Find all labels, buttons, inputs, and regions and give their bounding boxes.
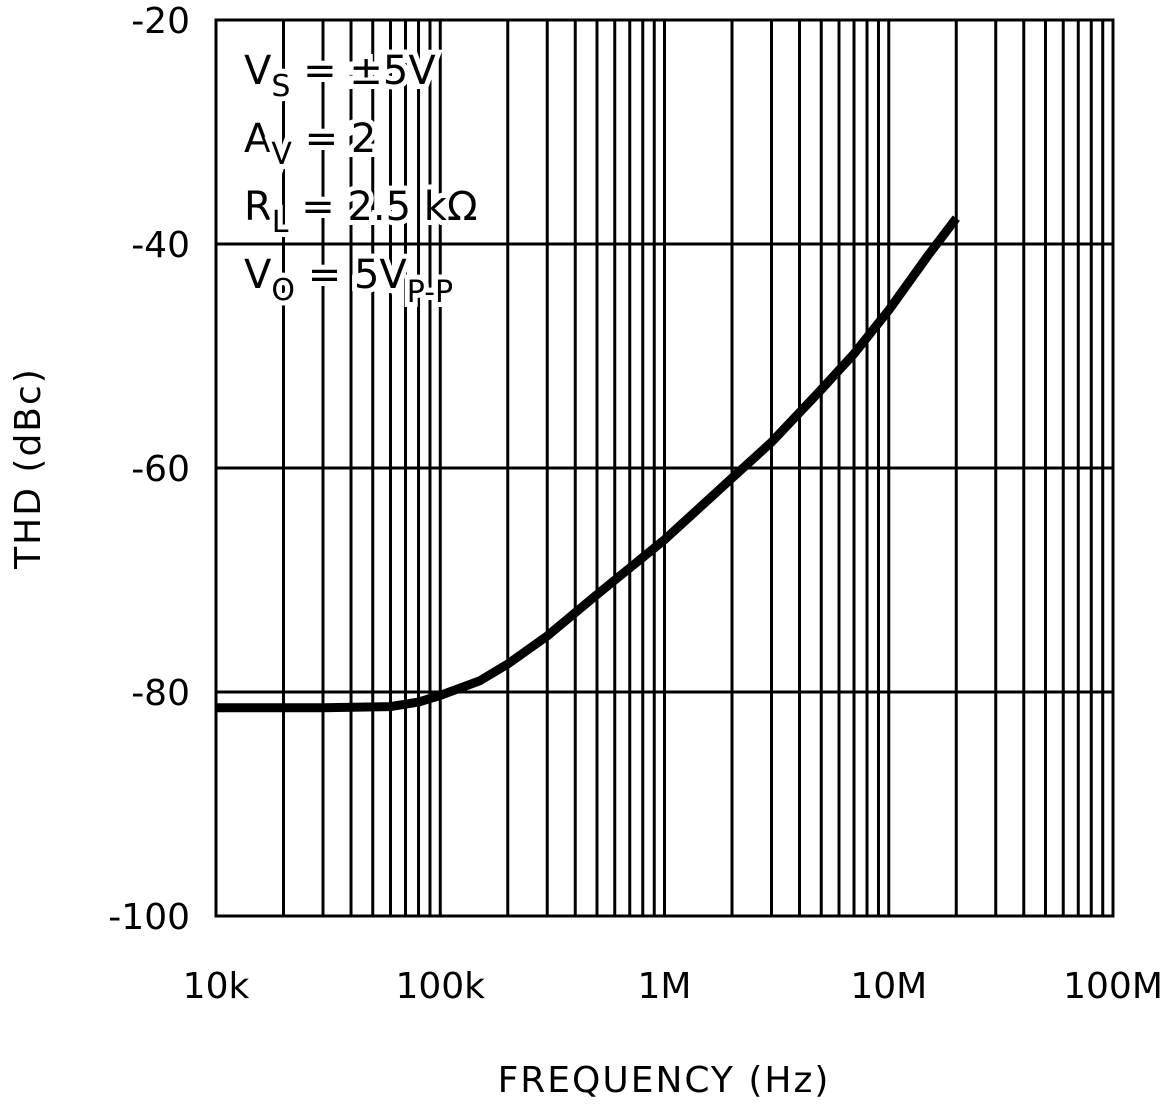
annotation-line: VS = ±5V bbox=[244, 48, 436, 104]
annotation-subscript: L bbox=[272, 205, 289, 240]
annotation-value: = 2.5 kΩ bbox=[289, 184, 478, 230]
annotation-value: = 5V bbox=[295, 252, 407, 298]
grid bbox=[214, 18, 1113, 918]
annotation-value: = 2 bbox=[292, 116, 376, 162]
y-tick-label: -100 bbox=[108, 897, 190, 938]
x-tick-label: 1M bbox=[638, 966, 692, 1007]
annotation-value-subscript: P-P bbox=[407, 275, 453, 310]
y-tick-label: -80 bbox=[131, 673, 190, 714]
x-tick-label: 10M bbox=[850, 966, 927, 1007]
x-tick-labels: 10k 100k 1M 10M 100M bbox=[183, 966, 1163, 1007]
x-tick-label: 100k bbox=[395, 966, 485, 1007]
annotation-symbol: V bbox=[244, 252, 272, 298]
annotation-symbol: A bbox=[244, 116, 272, 162]
x-tick-label: 100M bbox=[1063, 966, 1163, 1007]
annotation-subscript: O bbox=[271, 273, 295, 308]
y-tick-label: -20 bbox=[131, 1, 190, 42]
thd-curve bbox=[216, 215, 960, 713]
y-tick-label: -40 bbox=[131, 225, 190, 266]
annotation-value: = ±5V bbox=[290, 48, 436, 94]
annotation-subscript: V bbox=[271, 137, 292, 172]
plot-frame bbox=[214, 18, 1115, 918]
annotation-symbol: R bbox=[244, 184, 272, 230]
annotation-subscript: S bbox=[271, 69, 290, 104]
x-tick-label: 10k bbox=[183, 966, 250, 1007]
annotation-line: RL = 2.5 kΩ bbox=[244, 184, 478, 240]
y-tick-label: -60 bbox=[131, 449, 190, 490]
annotation-line: AV = 2 bbox=[244, 116, 376, 172]
annotation-line: VO = 5VP-P bbox=[244, 252, 453, 310]
x-axis-label: FREQUENCY (Hz) bbox=[498, 1060, 831, 1101]
annotation-symbol: V bbox=[244, 48, 272, 94]
y-tick-labels: -20 -40 -60 -80 -100 bbox=[108, 1, 190, 938]
y-axis-label: THD (dBc) bbox=[8, 367, 49, 570]
